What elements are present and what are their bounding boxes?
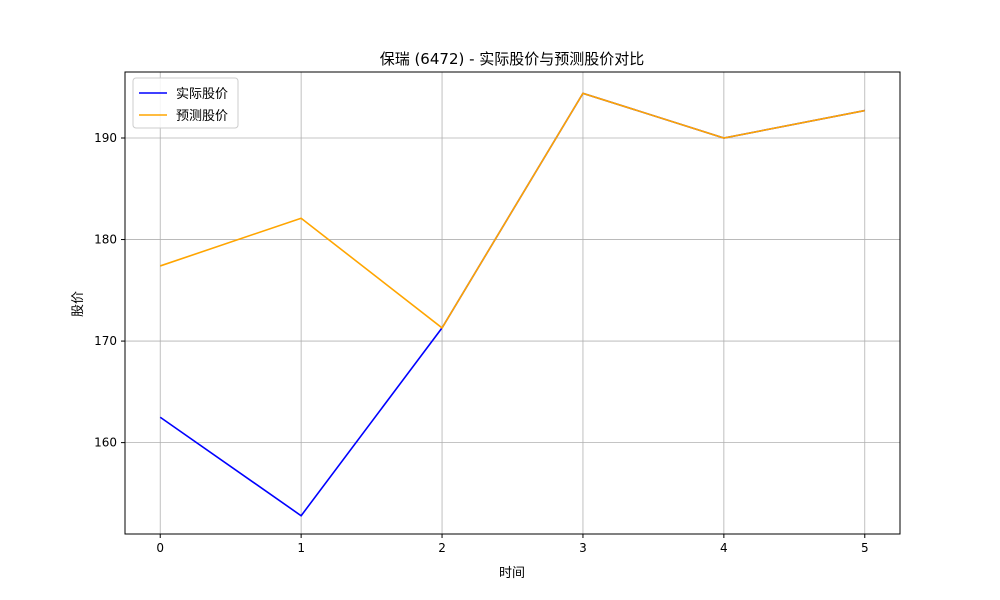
y-tick-label: 190 <box>94 131 117 145</box>
x-tick-label: 4 <box>720 541 728 555</box>
x-tick-label: 0 <box>156 541 164 555</box>
series-layer <box>159 92 865 517</box>
y-tick-label: 160 <box>94 436 117 450</box>
x-tick-label: 1 <box>297 541 305 555</box>
x-tick-label: 2 <box>438 541 446 555</box>
y-axis-title: 股价 <box>71 291 86 317</box>
y-tick-label: 180 <box>94 233 117 247</box>
chart-title: 保瑞 (6472) - 实际股价与预测股价对比 <box>380 50 645 68</box>
x-tick-label: 3 <box>579 541 587 555</box>
y-tick-label: 170 <box>94 334 117 348</box>
legend-label-1: 实际股价 <box>176 87 228 102</box>
plot-frame <box>124 71 901 535</box>
series-line-2 <box>159 92 865 330</box>
legend-label-2: 预测股价 <box>176 109 228 124</box>
ticks: 0 1 2 3 4 5 160 170 180 190 <box>94 131 868 555</box>
x-tick-label: 5 <box>861 541 869 555</box>
grid <box>125 72 900 534</box>
x-axis-title: 时间 <box>499 566 525 581</box>
